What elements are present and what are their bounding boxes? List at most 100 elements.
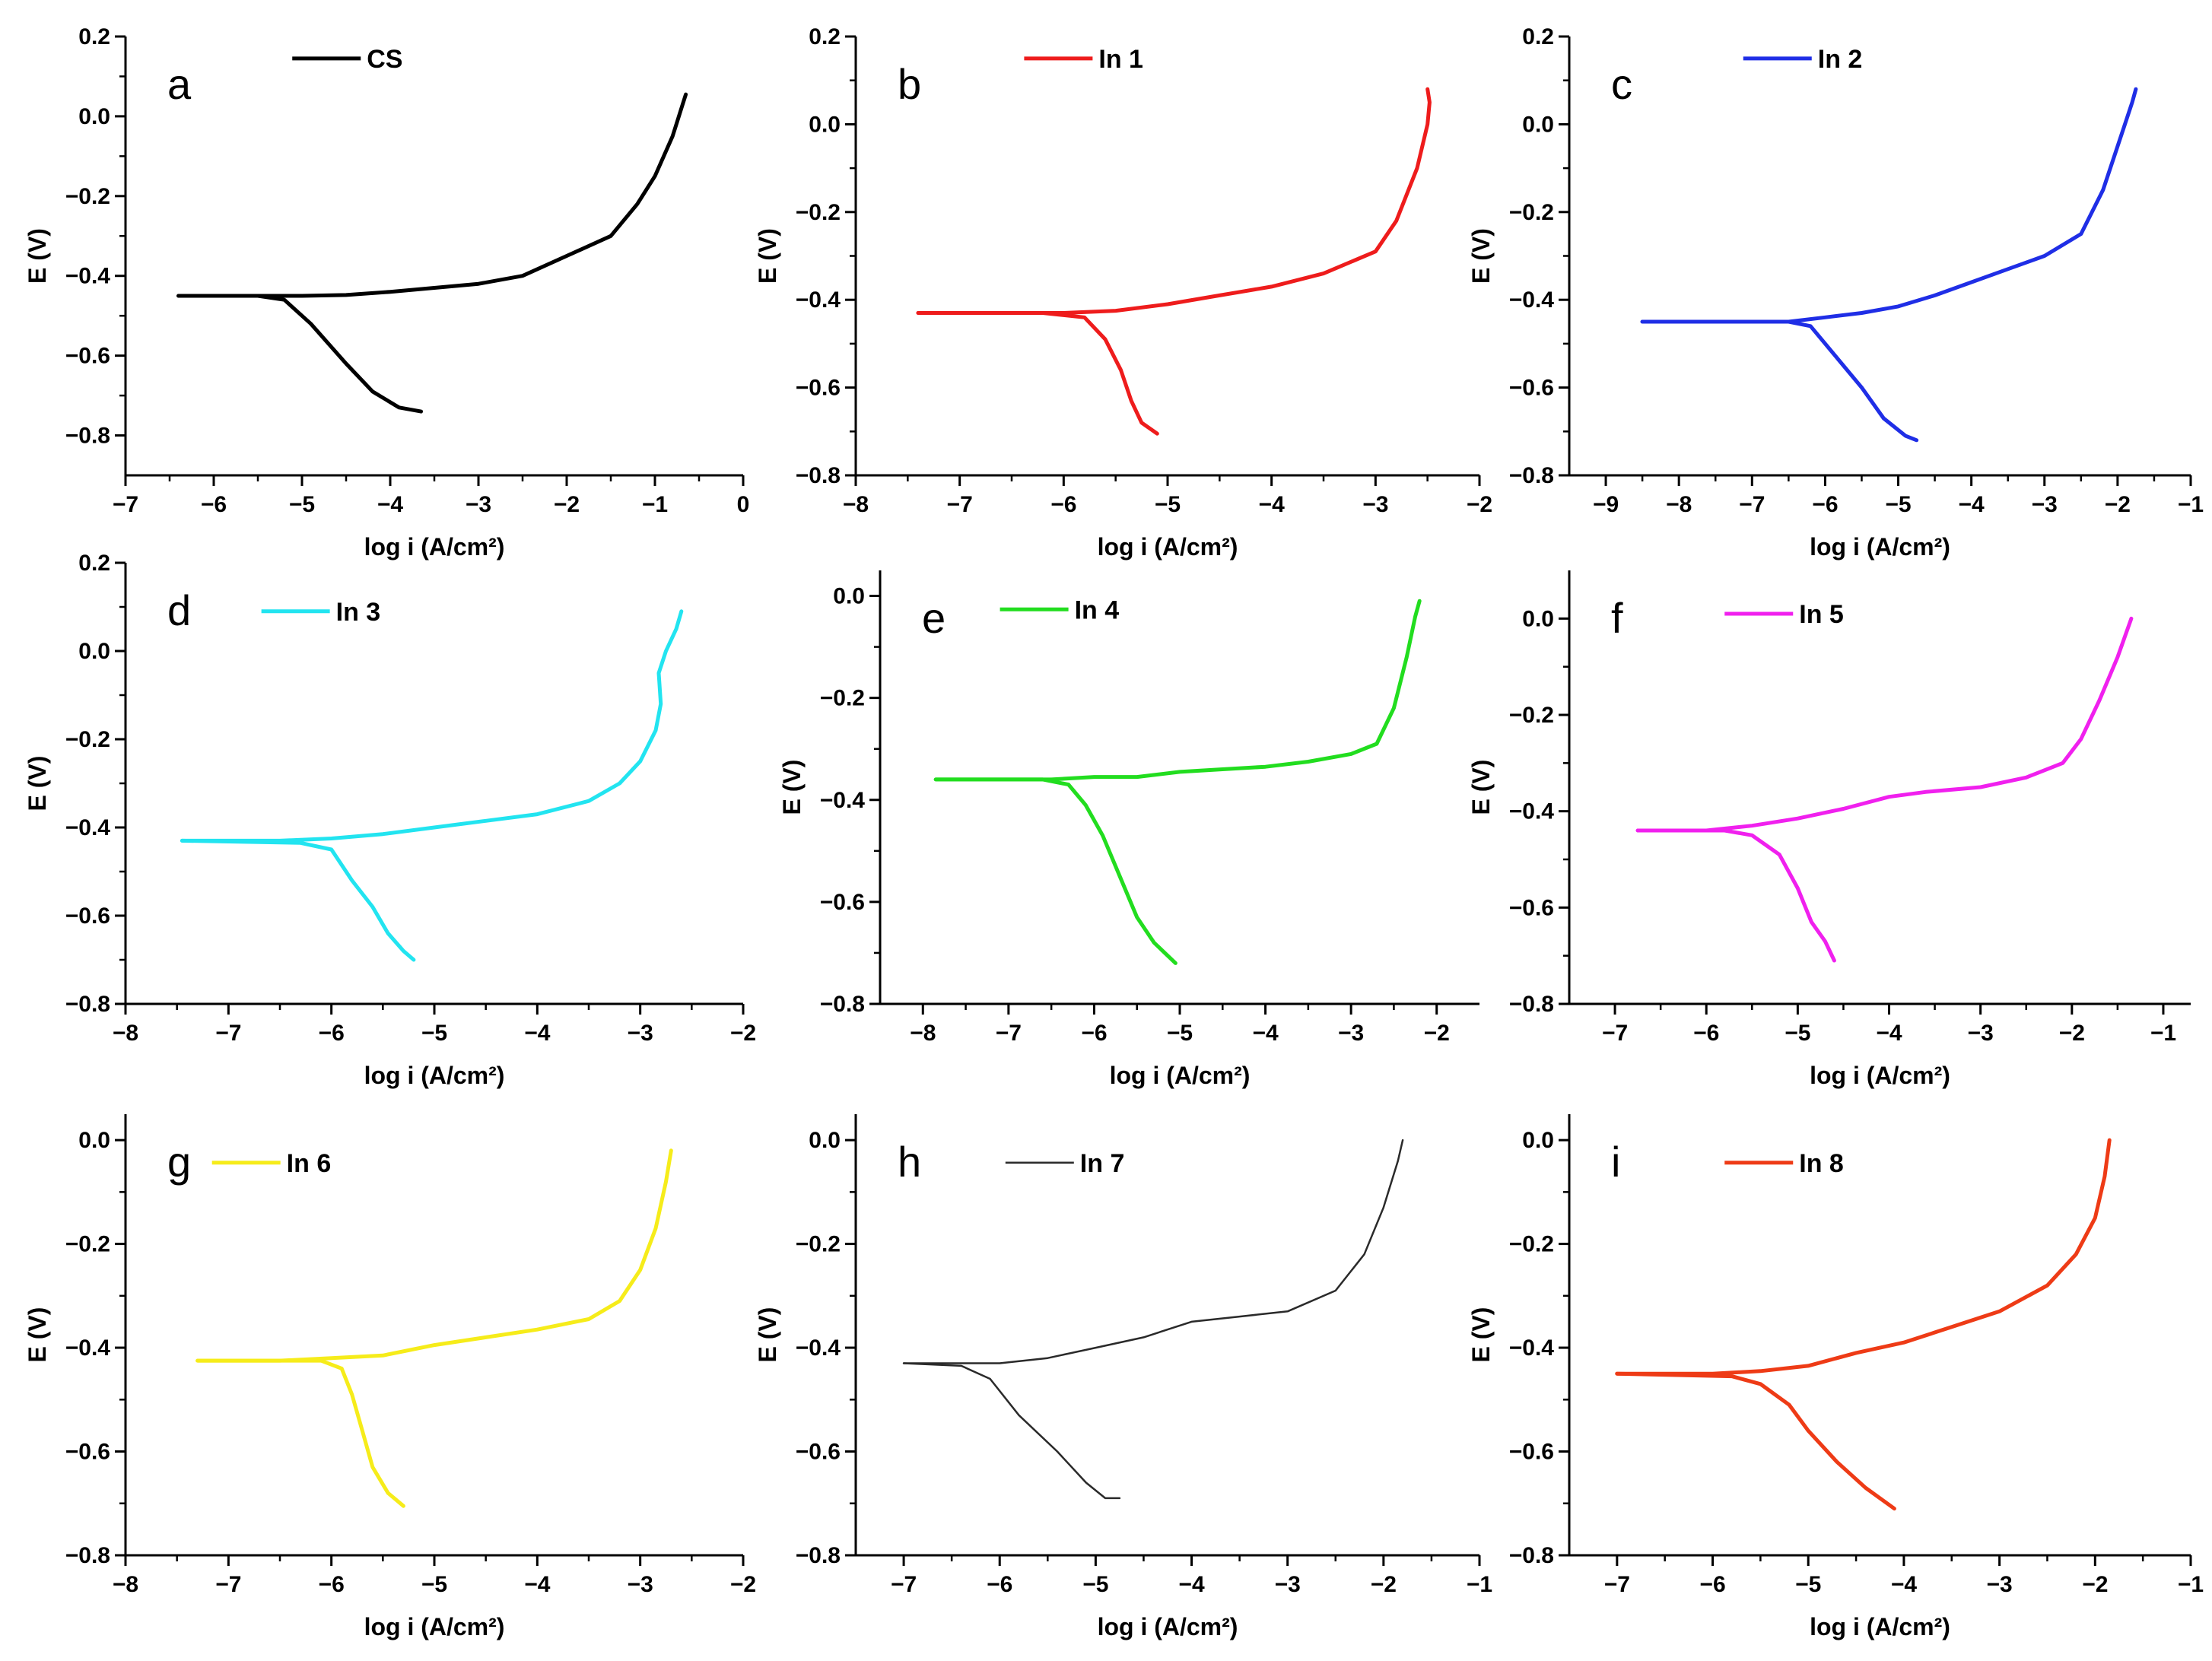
y-tick-label: −0.2 xyxy=(796,1232,841,1257)
x-tick-label: −7 xyxy=(1602,1021,1628,1046)
cathodic-branch-line xyxy=(195,1358,405,1508)
cathodic-branch-line xyxy=(933,777,1178,965)
legend-label: CS xyxy=(367,45,402,74)
panel-a: −7 −6 −5 −4 −3 −2 −1 0 −0.8 −0.6 −0.4 −0.2 0.0 0.2 log… xyxy=(24,24,749,561)
y-tick-label: 0.0 xyxy=(1522,1128,1554,1153)
y-tick-label: 0.2 xyxy=(78,24,110,49)
panel-letter: e xyxy=(922,594,946,642)
x-axis-title: log i (A/cm²) xyxy=(1810,1613,1950,1640)
y-tick-label: −0.2 xyxy=(820,686,865,711)
legend-label: In 1 xyxy=(1098,45,1143,74)
x-tick-label: −7 xyxy=(215,1021,241,1046)
y-tick-label: 0.0 xyxy=(809,112,841,137)
panel-b: −8 −7 −6 −5 −4 −3 −2 −0.8 −0.6 −0.4 −0.2 0.0 0.2 log … xyxy=(754,24,1492,561)
x-tick-label: −6 xyxy=(1050,492,1076,517)
x-tick-label: −6 xyxy=(1693,1021,1719,1046)
legend-label: In 2 xyxy=(1818,45,1863,74)
x-axis-title: log i (A/cm²) xyxy=(364,1613,505,1640)
y-tick-label: −0.2 xyxy=(796,200,841,225)
panel-letter: b xyxy=(898,60,921,108)
cathodic-branch-line xyxy=(1640,319,1919,443)
x-tick-label: −8 xyxy=(1666,492,1692,517)
legend-label: In 5 xyxy=(1799,600,1844,629)
anodic-branch-line xyxy=(933,599,1422,782)
y-tick-label: −0.2 xyxy=(1509,1232,1554,1257)
x-tick-label: −7 xyxy=(891,1572,917,1597)
x-axis-title: log i (A/cm²) xyxy=(364,533,505,561)
y-tick-label: −0.4 xyxy=(1509,1335,1555,1361)
x-axis-title: log i (A/cm²) xyxy=(1098,533,1238,561)
cathodic-branch-line xyxy=(916,311,1159,436)
panel-h: −7 −6 −5 −4 −3 −2 −1 −0.8 −0.6 −0.4 −0.2 0.0 log i (… xyxy=(754,1114,1492,1640)
x-tick-label: −3 xyxy=(628,1572,653,1597)
y-tick-label: −0.8 xyxy=(820,992,865,1017)
panel-letter: g xyxy=(167,1138,191,1186)
x-tick-label: −4 xyxy=(1259,492,1286,517)
y-tick-label: 0.2 xyxy=(809,24,841,49)
y-tick-label: −0.6 xyxy=(820,890,865,915)
y-tick-label: −0.4 xyxy=(1509,287,1555,313)
x-tick-label: −2 xyxy=(1424,1021,1450,1046)
y-tick-label: −0.4 xyxy=(65,1335,111,1361)
x-tick-label: −6 xyxy=(1812,492,1838,517)
y-tick-label: −0.6 xyxy=(796,1440,841,1465)
x-tick-label: −1 xyxy=(2178,1572,2204,1597)
x-tick-label: −4 xyxy=(524,1572,551,1597)
y-tick-label: −0.8 xyxy=(796,463,841,488)
y-tick-label: −0.4 xyxy=(796,287,841,313)
x-tick-label: −3 xyxy=(1987,1572,2013,1597)
y-tick-label: −0.2 xyxy=(1509,200,1554,225)
anodic-branch-line xyxy=(1640,87,2138,324)
y-tick-label: 0.0 xyxy=(78,639,110,664)
y-tick-label: −0.6 xyxy=(65,344,110,369)
legend-label: In 8 xyxy=(1799,1149,1844,1178)
x-tick-label: −4 xyxy=(1891,1572,1918,1597)
y-tick-label: −0.8 xyxy=(1509,992,1554,1017)
y-tick-label: −0.4 xyxy=(796,1335,841,1361)
x-tick-label: −2 xyxy=(1467,492,1492,517)
legend-label: In 6 xyxy=(287,1149,332,1178)
x-tick-label: −3 xyxy=(1275,1572,1301,1597)
x-tick-label: −6 xyxy=(201,492,227,517)
x-tick-label: −3 xyxy=(1968,1021,1994,1046)
x-tick-label: −5 xyxy=(1885,492,1911,517)
panel-e: −8 −7 −6 −5 −4 −3 −2 −0.8 −0.6 −0.4 −0.2 0.0 log i (… xyxy=(778,570,1479,1089)
y-axis-title: E (V) xyxy=(1467,760,1495,815)
x-tick-label: −4 xyxy=(1959,492,1985,517)
x-tick-label: −5 xyxy=(421,1021,447,1046)
x-axis-title: log i (A/cm²) xyxy=(1098,1613,1238,1640)
x-tick-label: −5 xyxy=(289,492,315,517)
x-tick-label: −6 xyxy=(319,1572,345,1597)
x-tick-label: −5 xyxy=(421,1572,447,1597)
y-tick-label: −0.2 xyxy=(65,1232,110,1257)
y-tick-label: −0.4 xyxy=(65,815,111,840)
panel-letter: c xyxy=(1611,60,1632,108)
x-tick-label: −8 xyxy=(113,1021,138,1046)
x-tick-label: −9 xyxy=(1593,492,1619,517)
x-tick-label: −8 xyxy=(910,1021,936,1046)
x-tick-label: −6 xyxy=(319,1021,345,1046)
y-tick-label: −0.6 xyxy=(65,904,110,929)
x-axis-title: log i (A/cm²) xyxy=(1810,1062,1950,1089)
x-tick-label: −4 xyxy=(1252,1021,1279,1046)
y-axis-title: E (V) xyxy=(778,760,806,815)
y-axis-title: E (V) xyxy=(754,228,781,284)
cathodic-branch-line xyxy=(1635,828,1836,963)
anodic-branch-line xyxy=(176,92,688,298)
x-tick-label: −2 xyxy=(2059,1021,2085,1046)
x-axis-title: log i (A/cm²) xyxy=(364,1062,505,1089)
anodic-branch-line xyxy=(902,1139,1404,1364)
cathodic-branch-line xyxy=(902,1362,1121,1500)
y-tick-label: −0.2 xyxy=(1509,703,1554,728)
y-tick-label: −0.6 xyxy=(796,376,841,401)
y-tick-label: −0.4 xyxy=(65,264,111,289)
panel-d: −8 −7 −6 −5 −4 −3 −2 −0.8 −0.6 −0.4 −0.2 0.0 0.2 log … xyxy=(24,551,756,1089)
y-tick-label: 0.0 xyxy=(1522,606,1554,631)
y-tick-label: −0.6 xyxy=(1509,895,1554,920)
anodic-branch-line xyxy=(180,609,684,843)
y-axis-title: E (V) xyxy=(24,756,51,811)
y-tick-label: 0.0 xyxy=(78,1128,110,1153)
x-tick-label: −7 xyxy=(215,1572,241,1597)
y-tick-label: −0.8 xyxy=(796,1543,841,1568)
x-tick-label: −1 xyxy=(2178,492,2204,517)
